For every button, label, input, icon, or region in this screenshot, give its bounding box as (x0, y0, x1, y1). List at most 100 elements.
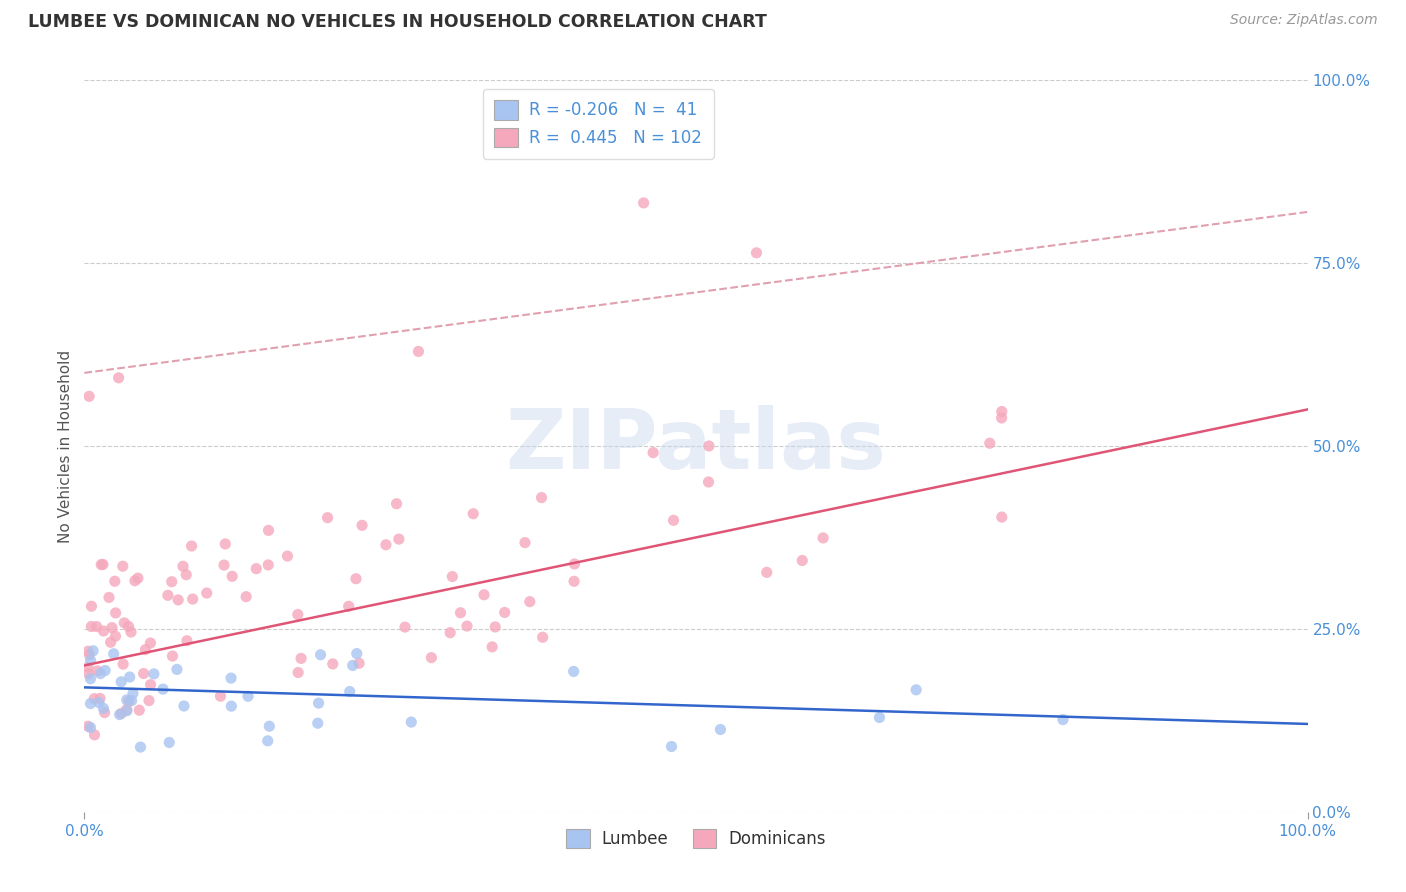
Point (494, 606, 516, 620)
Point (104, 606, 127, 620)
Point (245, 562, 267, 576)
Point (139, 636, 162, 650)
Point (86, 664, 108, 678)
Point (276, 549, 298, 563)
Point (111, 559, 134, 574)
Point (174, 567, 197, 582)
Point (115, 693, 138, 707)
Point (643, 445, 665, 459)
Point (212, 558, 235, 572)
Point (256, 734, 278, 748)
Point (337, 599, 360, 614)
Point (181, 592, 204, 607)
Point (117, 619, 139, 633)
Point (290, 651, 312, 665)
Point (98, 591, 121, 605)
Point (115, 704, 138, 718)
Y-axis label: No Vehicles in Household: No Vehicles in Household (58, 350, 73, 542)
Point (662, 513, 685, 527)
Point (115, 702, 138, 716)
Point (93, 701, 115, 715)
Point (633, 195, 655, 210)
Point (108, 707, 131, 722)
Point (156, 588, 179, 602)
Point (79, 672, 101, 686)
Point (122, 686, 145, 700)
Point (139, 678, 162, 692)
Point (89, 691, 111, 706)
Point (322, 657, 344, 671)
Point (162, 648, 184, 663)
Point (339, 684, 361, 698)
Point (100, 635, 122, 649)
Point (513, 535, 536, 549)
Point (107, 371, 129, 385)
Point (128, 703, 150, 717)
Point (89, 666, 111, 681)
Point (79, 653, 101, 667)
Point (439, 625, 461, 640)
Point (103, 647, 125, 661)
Point (176, 633, 198, 648)
Legend: Lumbee, Dominicans: Lumbee, Dominicans (560, 822, 832, 855)
Point (94, 664, 117, 678)
Point (309, 648, 332, 662)
Point (110, 674, 132, 689)
Point (166, 662, 188, 676)
Point (811, 531, 834, 545)
Point (209, 690, 232, 704)
Point (120, 625, 142, 640)
Point (316, 510, 339, 524)
Point (138, 693, 160, 707)
Point (83, 691, 105, 706)
Point (709, 723, 731, 737)
Point (401, 715, 423, 730)
Text: ZIPatlas: ZIPatlas (506, 406, 886, 486)
Point (91, 558, 114, 572)
Point (172, 559, 194, 574)
Point (90, 558, 112, 572)
Point (484, 620, 506, 634)
Point (132, 666, 155, 681)
Point (77, 666, 100, 681)
Point (562, 574, 585, 589)
Point (287, 607, 309, 622)
Point (344, 572, 367, 586)
Point (564, 557, 586, 571)
Point (342, 658, 364, 673)
Point (80, 619, 103, 633)
Point (259, 719, 281, 733)
Point (195, 586, 218, 600)
Point (77, 660, 100, 674)
Point (180, 539, 202, 553)
Point (142, 666, 165, 681)
Point (118, 694, 141, 708)
Point (257, 524, 280, 538)
Point (287, 665, 309, 680)
Point (530, 491, 553, 505)
Point (697, 475, 720, 489)
Point (755, 566, 778, 580)
Point (82, 644, 104, 658)
Point (79, 721, 101, 735)
Point (79, 697, 101, 711)
Point (110, 706, 132, 721)
Point (519, 594, 541, 608)
Point (307, 716, 329, 731)
Point (388, 532, 411, 546)
Point (235, 590, 257, 604)
Text: Source: ZipAtlas.com: Source: ZipAtlas.com (1230, 13, 1378, 28)
Point (77, 389, 100, 403)
Point (77, 719, 100, 733)
Point (394, 620, 416, 634)
Point (157, 735, 180, 749)
Point (420, 650, 443, 665)
Point (221, 699, 243, 714)
Point (101, 621, 124, 635)
Point (80, 599, 103, 614)
Point (991, 510, 1014, 524)
Point (112, 615, 135, 630)
Point (463, 507, 485, 521)
Point (697, 439, 720, 453)
Point (869, 710, 891, 724)
